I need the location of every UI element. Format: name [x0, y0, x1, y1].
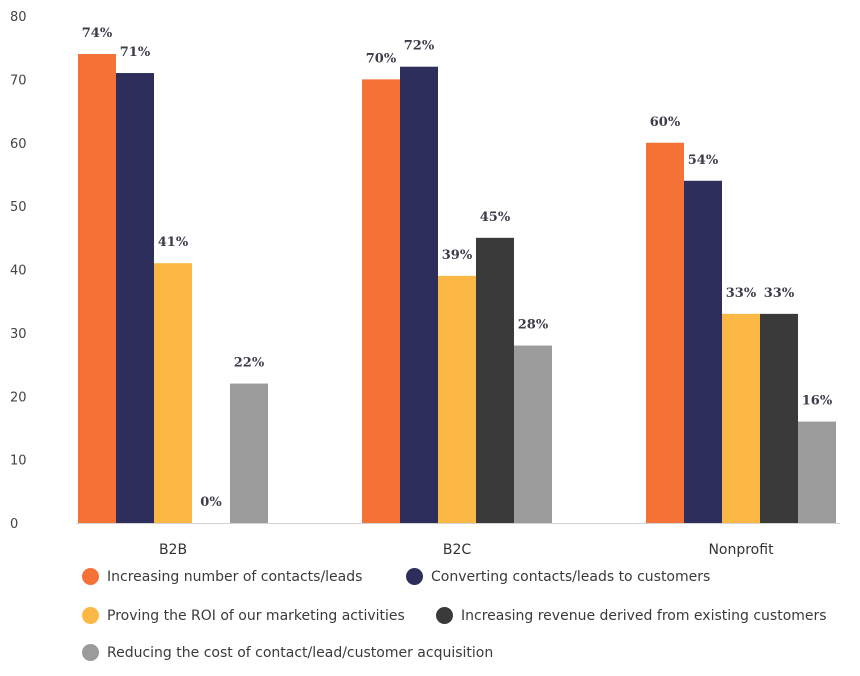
data-label: 0%: [200, 495, 222, 510]
legend-item-reducing-cost: Reducing the cost of contact/lead/custom…: [82, 644, 493, 661]
legend-swatch: [406, 568, 423, 585]
legend-item-converting-leads: Converting contacts/leads to customers: [406, 568, 710, 585]
data-label: 45%: [480, 210, 511, 225]
y-tick-label: 70: [10, 73, 27, 88]
y-tick-label: 30: [10, 327, 27, 342]
y-tick-label: 80: [10, 10, 27, 25]
y-axis: 0 10 20 30 40 50 60 70 80: [10, 10, 27, 532]
data-label: 41%: [158, 235, 189, 250]
legend-swatch: [82, 607, 99, 624]
y-tick-label: 10: [10, 454, 27, 469]
legend-swatch: [436, 607, 453, 624]
bar-b2c-series-1: [362, 79, 400, 523]
y-tick-label: 60: [10, 137, 27, 152]
legend-label: Increasing revenue derived from existing…: [461, 607, 827, 624]
data-labels: 74% 71% 41% 0% 22% 70% 72% 39% 45% 28% 60% 54% 33% 33…: [82, 26, 833, 510]
legend-item-proving-roi: Proving the ROI of our marketing activit…: [82, 607, 405, 624]
data-label: 70%: [366, 51, 397, 66]
bar-b2b-series-2: [116, 73, 154, 523]
bar-b2c-series-2: [400, 66, 438, 523]
x-axis: B2B B2C Nonprofit: [76, 523, 840, 558]
bar-b2b-series-1: [78, 54, 116, 524]
x-category-label: B2B: [159, 542, 187, 558]
legend-label: Increasing number of contacts/leads: [107, 568, 363, 585]
legend-label: Converting contacts/leads to customers: [431, 568, 711, 585]
data-label: 28%: [518, 318, 549, 333]
bar-b2b-series-5: [230, 383, 268, 523]
data-label: 39%: [442, 248, 473, 263]
y-tick-label: 20: [10, 390, 27, 405]
data-label: 60%: [650, 115, 681, 130]
bar-nonprofit-series-3: [722, 313, 760, 523]
legend-label: Proving the ROI of our marketing activit…: [107, 607, 405, 624]
bar-nonprofit-series-5: [798, 421, 836, 523]
data-label: 16%: [802, 394, 833, 409]
bar-b2c-series-4: [476, 237, 514, 523]
legend-label: Reducing the cost of contact/lead/custom…: [107, 644, 494, 661]
bar-nonprofit-series-1: [646, 142, 684, 523]
legend-item-increasing-revenue: Increasing revenue derived from existing…: [436, 607, 827, 624]
data-label: 71%: [120, 45, 151, 60]
bars: [78, 54, 836, 524]
data-label: 72%: [404, 39, 435, 54]
bar-nonprofit-series-2: [684, 180, 722, 523]
y-tick-label: 50: [10, 200, 27, 215]
data-label: 22%: [234, 356, 265, 371]
y-tick-label: 40: [10, 264, 27, 279]
data-label: 54%: [688, 153, 719, 168]
y-tick-label: 0: [10, 517, 18, 532]
bar-chart: 0 10 20 30 40 50 60 70 80 74% 71% 41% 0% 22% 70% 72% 39…: [10, 10, 840, 558]
data-label: 33%: [726, 286, 757, 301]
x-category-label: B2C: [443, 542, 472, 558]
bar-nonprofit-series-4: [760, 313, 798, 523]
legend-swatch: [82, 644, 99, 661]
x-category-label: Nonprofit: [708, 542, 774, 558]
data-label: 74%: [82, 26, 113, 41]
legend-item-increasing-leads: Increasing number of contacts/leads: [82, 568, 362, 585]
bar-b2c-series-3: [438, 275, 476, 523]
data-label: 33%: [764, 286, 795, 301]
bar-b2b-series-3: [154, 263, 192, 523]
legend-swatch: [82, 568, 99, 585]
bar-b2c-series-5: [514, 345, 552, 523]
